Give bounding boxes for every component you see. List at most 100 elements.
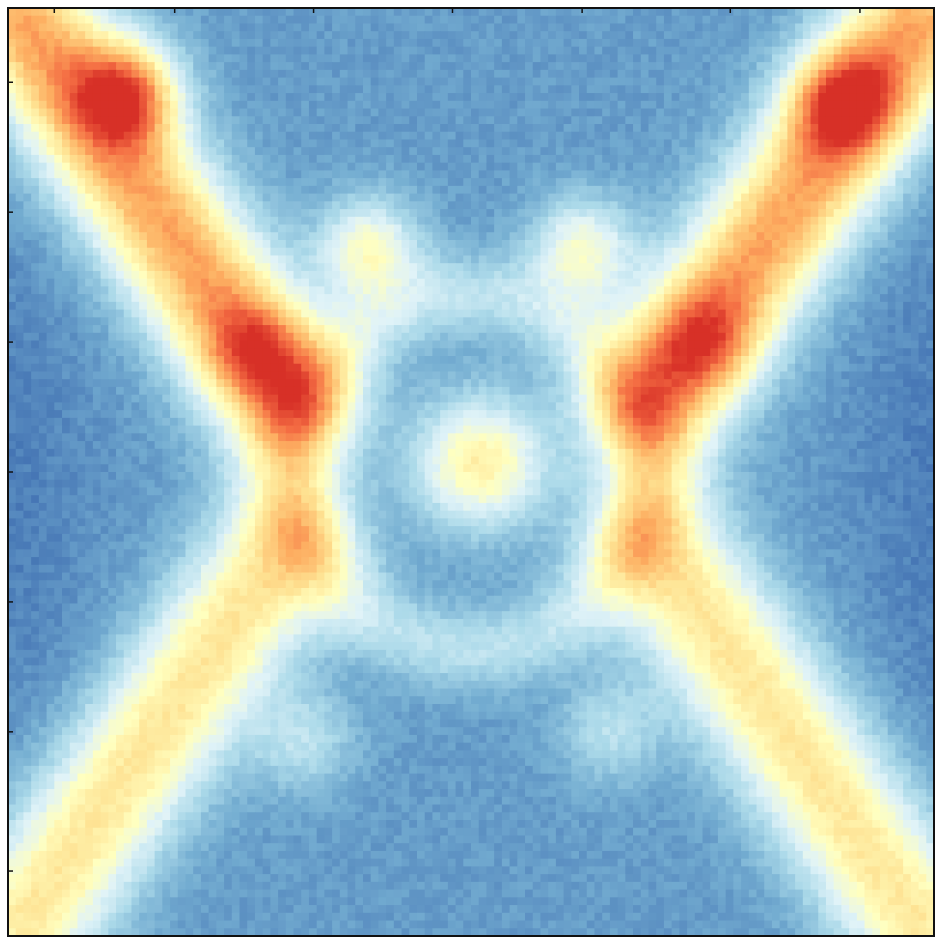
heatmap-cell bbox=[833, 309, 842, 318]
heatmap-cell bbox=[386, 178, 395, 187]
heatmap-cell bbox=[563, 301, 572, 311]
heatmap-cell bbox=[471, 162, 480, 171]
heatmap-cell bbox=[687, 147, 696, 156]
heatmap-cell bbox=[139, 209, 148, 218]
heatmap-cell bbox=[208, 8, 217, 17]
heatmap-cell bbox=[293, 232, 302, 241]
heatmap-cell bbox=[633, 15, 642, 25]
heatmap-cell bbox=[841, 178, 850, 187]
heatmap-cell bbox=[85, 255, 94, 264]
heatmap-cell bbox=[525, 255, 534, 264]
heatmap-cell bbox=[656, 69, 665, 79]
heatmap-cell bbox=[617, 100, 626, 110]
heatmap-cell bbox=[62, 38, 71, 48]
heatmap-cell bbox=[563, 309, 572, 318]
heatmap-cell bbox=[509, 185, 518, 195]
heatmap-cell bbox=[370, 178, 379, 187]
heatmap-cell bbox=[301, 232, 310, 241]
heatmap-cell bbox=[602, 8, 611, 17]
heatmap-cell bbox=[764, 108, 773, 117]
heatmap-cell bbox=[478, 8, 488, 17]
heatmap-cell bbox=[162, 224, 171, 233]
heatmap-cell bbox=[856, 23, 866, 32]
heatmap-cell bbox=[463, 193, 472, 202]
heatmap-cell bbox=[8, 247, 17, 257]
heatmap-cell bbox=[833, 270, 842, 280]
heatmap-cell bbox=[563, 286, 572, 295]
heatmap-cell bbox=[46, 108, 55, 117]
heatmap-cell bbox=[764, 216, 773, 226]
heatmap-cell bbox=[478, 232, 488, 241]
heatmap-cell bbox=[216, 77, 225, 86]
heatmap-cell bbox=[687, 209, 696, 218]
heatmap-cell bbox=[849, 178, 858, 187]
heatmap-cell bbox=[92, 62, 102, 71]
heatmap-cell bbox=[262, 8, 271, 17]
heatmap-cell bbox=[216, 278, 225, 287]
heatmap-cell bbox=[355, 255, 364, 264]
heatmap-cell bbox=[69, 317, 79, 326]
heatmap-cell bbox=[656, 185, 665, 195]
heatmap-cell bbox=[278, 325, 287, 334]
heatmap-cell bbox=[555, 100, 565, 110]
heatmap-cell bbox=[31, 309, 40, 318]
heatmap-cell bbox=[702, 178, 711, 187]
heatmap-cell bbox=[339, 108, 349, 117]
heatmap-cell bbox=[378, 154, 387, 164]
heatmap-cell bbox=[455, 100, 464, 110]
heatmap-cell bbox=[501, 216, 511, 226]
heatmap-cell bbox=[293, 38, 302, 48]
heatmap-cell bbox=[270, 100, 279, 110]
heatmap-cell bbox=[795, 216, 804, 226]
heatmap-cell bbox=[509, 69, 518, 79]
heatmap-cell bbox=[46, 162, 55, 171]
heatmap-cell bbox=[702, 38, 711, 48]
heatmap-cell bbox=[918, 255, 927, 264]
heatmap-cell bbox=[725, 170, 734, 179]
heatmap-cell bbox=[779, 154, 788, 164]
heatmap-cell bbox=[895, 255, 904, 264]
heatmap-cell bbox=[555, 31, 565, 40]
heatmap-cell bbox=[339, 8, 349, 17]
heatmap-cell bbox=[440, 263, 449, 272]
heatmap-cell bbox=[733, 147, 742, 156]
heatmap-cell bbox=[401, 224, 410, 233]
heatmap-cell bbox=[563, 162, 572, 171]
heatmap-cell bbox=[332, 170, 341, 179]
heatmap-cell bbox=[62, 124, 71, 133]
heatmap-cell bbox=[733, 54, 742, 63]
heatmap-cell bbox=[656, 124, 665, 133]
heatmap-cell bbox=[509, 224, 518, 233]
heatmap-cell bbox=[432, 232, 441, 241]
heatmap-cell bbox=[432, 38, 441, 48]
heatmap-cell bbox=[393, 108, 403, 117]
heatmap-cell bbox=[872, 100, 881, 110]
heatmap-cell bbox=[725, 278, 734, 287]
heatmap-cell bbox=[756, 116, 765, 125]
heatmap-cell bbox=[540, 46, 549, 55]
heatmap-cell bbox=[455, 294, 464, 303]
heatmap-cell bbox=[108, 124, 117, 133]
heatmap-cell bbox=[779, 232, 788, 241]
heatmap-cell bbox=[779, 15, 788, 25]
heatmap-cell bbox=[393, 232, 403, 241]
heatmap-cell bbox=[393, 270, 403, 280]
heatmap-cell bbox=[471, 317, 480, 326]
heatmap-cell bbox=[802, 85, 812, 94]
heatmap-cell bbox=[239, 224, 248, 233]
heatmap-cell bbox=[864, 31, 873, 40]
heatmap-cell bbox=[586, 240, 596, 249]
heatmap-cell bbox=[756, 131, 765, 141]
heatmap-cell bbox=[779, 8, 788, 17]
heatmap-cell bbox=[316, 317, 325, 326]
heatmap-cell bbox=[509, 270, 518, 280]
heatmap-cell bbox=[717, 154, 727, 164]
heatmap-cell bbox=[779, 255, 788, 264]
heatmap-cell bbox=[208, 309, 217, 318]
heatmap-cell bbox=[100, 108, 109, 117]
heatmap-cell bbox=[771, 185, 781, 195]
heatmap-cell bbox=[579, 263, 588, 272]
heatmap-cell bbox=[802, 247, 812, 257]
heatmap-cell bbox=[123, 162, 133, 171]
heatmap-cell bbox=[208, 93, 217, 102]
